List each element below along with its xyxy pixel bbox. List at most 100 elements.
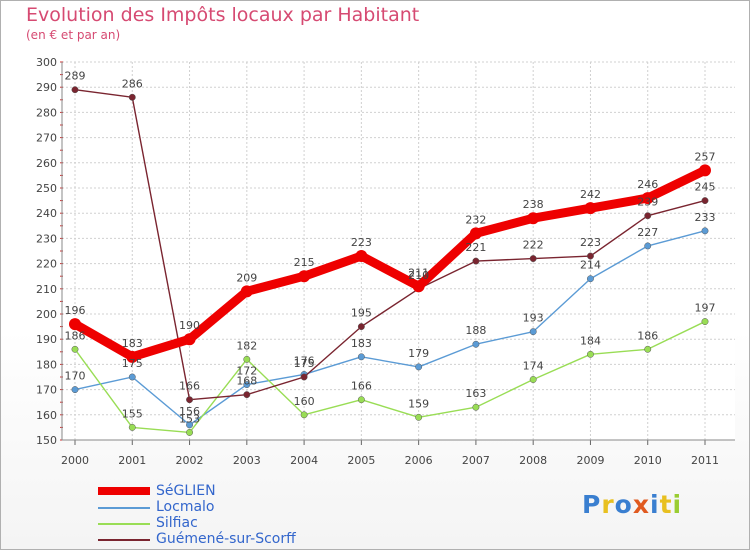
y-tick-label: 200 xyxy=(36,308,57,321)
x-tick-label: 2006 xyxy=(405,454,433,467)
data-label: 257 xyxy=(695,150,716,163)
y-tick-label: 280 xyxy=(36,106,57,119)
data-label: 245 xyxy=(695,181,716,194)
data-point xyxy=(186,428,193,436)
data-point xyxy=(644,242,652,250)
data-point xyxy=(415,363,423,371)
data-point xyxy=(644,345,652,353)
data-label: 170 xyxy=(65,370,86,383)
data-point xyxy=(71,86,79,94)
data-point xyxy=(69,318,81,331)
data-label: 246 xyxy=(637,178,658,191)
data-label: 215 xyxy=(294,256,315,269)
data-point xyxy=(300,411,308,419)
y-tick-label: 300 xyxy=(36,56,57,69)
data-label: 168 xyxy=(236,375,257,388)
data-point xyxy=(644,212,652,220)
data-label: 221 xyxy=(465,241,486,254)
data-point xyxy=(584,202,597,215)
data-label: 186 xyxy=(637,329,658,342)
data-label: 223 xyxy=(580,236,601,249)
data-label: 155 xyxy=(122,407,143,420)
data-label: 175 xyxy=(122,357,143,370)
legend-label-locmalo: Locmalo xyxy=(156,499,215,515)
series-line-0 xyxy=(70,165,710,362)
data-point xyxy=(357,396,365,404)
data-label: 289 xyxy=(65,70,86,83)
data-label: 160 xyxy=(294,395,315,408)
x-tick-label: 2004 xyxy=(290,454,318,467)
data-label: 174 xyxy=(523,360,544,373)
y-tick-label: 260 xyxy=(36,157,57,170)
x-tick-label: 2007 xyxy=(462,454,490,467)
data-point xyxy=(128,373,136,381)
y-tick-label: 180 xyxy=(36,358,57,371)
data-point xyxy=(701,197,709,205)
data-point xyxy=(641,192,654,205)
data-label: 179 xyxy=(408,347,429,360)
data-point xyxy=(183,333,196,346)
data-label: 176 xyxy=(294,354,315,367)
data-label: 188 xyxy=(465,324,486,337)
data-point xyxy=(71,386,79,394)
data-label: 166 xyxy=(179,380,200,393)
data-point xyxy=(71,345,79,353)
data-label: 232 xyxy=(465,213,486,226)
y-tick-label: 150 xyxy=(36,434,57,447)
data-point xyxy=(186,421,193,429)
data-label: 166 xyxy=(351,380,372,393)
x-tick-label: 2000 xyxy=(61,454,89,467)
legend-swatch-guemene xyxy=(98,539,150,541)
legend-swatch-silfiac xyxy=(98,523,150,525)
data-point xyxy=(298,270,311,283)
data-point xyxy=(186,396,193,404)
data-point xyxy=(357,353,365,361)
data-label: 183 xyxy=(351,337,372,350)
data-label: 197 xyxy=(695,302,716,315)
data-point xyxy=(472,257,480,265)
series-line-1 xyxy=(74,230,706,426)
data-label: 238 xyxy=(523,198,544,211)
legend-label-guemene: Guémené-sur-Scorff xyxy=(156,531,296,547)
y-tick-label: 270 xyxy=(36,132,57,145)
y-tick-label: 250 xyxy=(36,182,57,195)
data-label: 175 xyxy=(294,357,315,370)
data-labels: 196 183 190 209 215 223 211 232 238 242 246 257 170 1… xyxy=(65,70,716,426)
data-point xyxy=(587,252,594,260)
data-point xyxy=(357,323,365,331)
data-label: 223 xyxy=(351,236,372,249)
data-label: 193 xyxy=(523,312,544,325)
data-label: 159 xyxy=(408,397,429,410)
data-label: 156 xyxy=(179,405,200,418)
data-label: 196 xyxy=(65,304,86,317)
data-point xyxy=(701,318,709,326)
y-tick-label: 170 xyxy=(36,384,57,397)
data-point xyxy=(529,255,537,263)
y-tick-label: 230 xyxy=(36,232,57,245)
data-point xyxy=(412,280,425,293)
data-point xyxy=(243,355,251,363)
data-label: 172 xyxy=(236,365,257,378)
chart-title: Evolution des Impôts locaux par Habitant xyxy=(26,4,420,26)
data-label: 183 xyxy=(122,337,143,350)
data-label: 182 xyxy=(236,339,257,352)
data-point xyxy=(529,376,537,383)
y-tick-label: 220 xyxy=(36,258,57,271)
y-tick-label: 240 xyxy=(36,207,57,220)
data-point xyxy=(472,340,480,348)
data-label: 227 xyxy=(637,226,658,239)
data-label: 210 xyxy=(408,269,429,282)
data-label: 195 xyxy=(351,307,372,320)
data-point xyxy=(527,212,540,225)
data-point xyxy=(128,93,136,101)
axes: 150 160 170 180 190 200 210 220 230 240 250 260 270 2… xyxy=(36,56,735,467)
legend-swatch-locmalo xyxy=(98,507,150,509)
legend-swatch-seglien xyxy=(98,487,150,495)
data-point xyxy=(469,227,482,240)
x-tick-label: 2011 xyxy=(691,454,719,467)
y-tick-label: 290 xyxy=(36,81,57,94)
data-label: 186 xyxy=(65,329,86,342)
y-tick-label: 160 xyxy=(36,409,57,422)
x-tick-label: 2001 xyxy=(118,454,146,467)
series-lines xyxy=(69,86,711,436)
